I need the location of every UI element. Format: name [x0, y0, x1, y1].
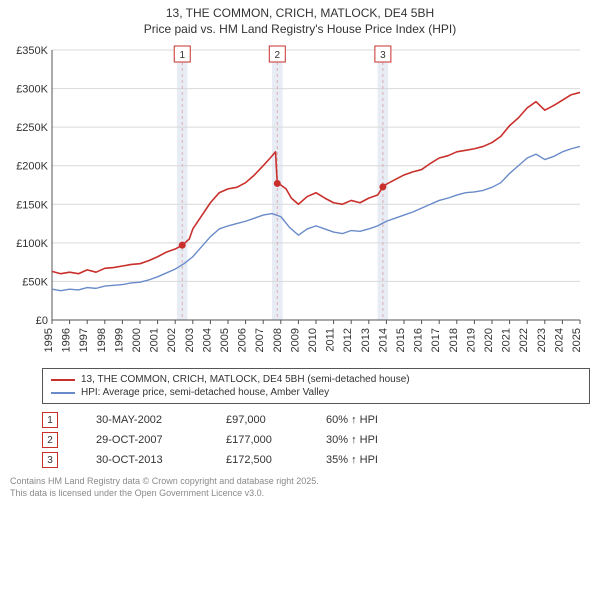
- marker-row: 2 29-OCT-2007£177,00030% ↑ HPI: [42, 430, 590, 450]
- marker-date: 29-OCT-2007: [96, 434, 226, 446]
- marker-delta: 60% ↑ HPI: [326, 414, 446, 426]
- svg-text:1997: 1997: [78, 328, 90, 352]
- svg-text:2015: 2015: [395, 328, 407, 352]
- legend-label: HPI: Average price, semi-detached house,…: [81, 387, 329, 398]
- marker-row: 3 30-OCT-2013£172,50035% ↑ HPI: [42, 450, 590, 470]
- svg-text:1999: 1999: [113, 328, 125, 352]
- svg-text:£50K: £50K: [22, 276, 48, 288]
- chart-area: £0 £50K £100K £150K £200K £250K £300K £350K 1995…: [10, 42, 590, 362]
- svg-text:2016: 2016: [413, 328, 425, 352]
- marker-table: 1 30-MAY-2002£97,00060% ↑ HPI 2 29-OCT-2007…: [42, 410, 590, 470]
- marker-date: 30-MAY-2002: [96, 414, 226, 426]
- svg-text:£200K: £200K: [16, 161, 48, 173]
- title-line1: 13, THE COMMON, CRICH, MATLOCK, DE4 5BH: [10, 6, 590, 20]
- svg-text:1996: 1996: [61, 328, 73, 352]
- svg-text:2020: 2020: [483, 328, 495, 352]
- marker-number-box: 2: [42, 432, 58, 448]
- svg-text:2006: 2006: [237, 328, 249, 352]
- footer-attribution: Contains HM Land Registry data © Crown c…: [10, 476, 590, 499]
- marker-delta: 35% ↑ HPI: [326, 454, 446, 466]
- svg-text:2023: 2023: [536, 328, 548, 352]
- svg-text:2022: 2022: [518, 328, 530, 352]
- marker-row: 1 30-MAY-2002£97,00060% ↑ HPI: [42, 410, 590, 430]
- legend: 13, THE COMMON, CRICH, MATLOCK, DE4 5BH …: [42, 368, 590, 404]
- line-chart: £0 £50K £100K £150K £200K £250K £300K £350K 1995…: [10, 42, 590, 362]
- svg-text:2017: 2017: [430, 328, 442, 352]
- svg-text:2002: 2002: [166, 328, 178, 352]
- svg-text:2009: 2009: [289, 328, 301, 352]
- svg-text:£150K: £150K: [16, 199, 48, 211]
- svg-text:2003: 2003: [184, 328, 196, 352]
- svg-text:2024: 2024: [553, 328, 565, 352]
- svg-text:£100K: £100K: [16, 238, 48, 250]
- svg-text:2011: 2011: [325, 328, 337, 352]
- legend-swatch: [51, 379, 75, 381]
- marker-price: £172,500: [226, 454, 326, 466]
- legend-label: 13, THE COMMON, CRICH, MATLOCK, DE4 5BH …: [81, 374, 410, 385]
- svg-text:2004: 2004: [201, 328, 213, 352]
- svg-text:2021: 2021: [501, 328, 513, 352]
- svg-text:1: 1: [179, 50, 185, 61]
- svg-text:3: 3: [380, 50, 386, 61]
- svg-text:£250K: £250K: [16, 122, 48, 134]
- svg-text:2010: 2010: [307, 328, 319, 352]
- svg-text:2018: 2018: [448, 328, 460, 352]
- marker-delta: 30% ↑ HPI: [326, 434, 446, 446]
- marker-number-box: 1: [42, 412, 58, 428]
- svg-text:£300K: £300K: [16, 84, 48, 96]
- svg-text:2025: 2025: [571, 328, 583, 352]
- marker-number-box: 3: [42, 452, 58, 468]
- footer-line2: This data is licensed under the Open Gov…: [10, 488, 590, 500]
- legend-row: 13, THE COMMON, CRICH, MATLOCK, DE4 5BH …: [51, 373, 581, 386]
- svg-text:1995: 1995: [43, 328, 55, 352]
- title-line2: Price paid vs. HM Land Registry's House …: [10, 22, 590, 36]
- footer-line1: Contains HM Land Registry data © Crown c…: [10, 476, 590, 488]
- marker-price: £97,000: [226, 414, 326, 426]
- marker-date: 30-OCT-2013: [96, 454, 226, 466]
- legend-row: HPI: Average price, semi-detached house,…: [51, 386, 581, 399]
- svg-text:2013: 2013: [360, 328, 372, 352]
- svg-text:2014: 2014: [377, 328, 389, 352]
- svg-text:£0: £0: [36, 315, 48, 327]
- svg-text:2008: 2008: [272, 328, 284, 352]
- marker-price: £177,000: [226, 434, 326, 446]
- svg-text:2012: 2012: [342, 328, 354, 352]
- svg-text:1998: 1998: [96, 328, 108, 352]
- svg-text:2005: 2005: [219, 328, 231, 352]
- svg-text:2000: 2000: [131, 328, 143, 352]
- svg-text:2019: 2019: [465, 328, 477, 352]
- svg-text:2: 2: [274, 50, 280, 61]
- svg-text:2001: 2001: [149, 328, 161, 352]
- svg-text:2007: 2007: [254, 328, 266, 352]
- legend-swatch: [51, 392, 75, 394]
- svg-text:£350K: £350K: [16, 45, 48, 57]
- chart-title: 13, THE COMMON, CRICH, MATLOCK, DE4 5BH …: [0, 0, 600, 38]
